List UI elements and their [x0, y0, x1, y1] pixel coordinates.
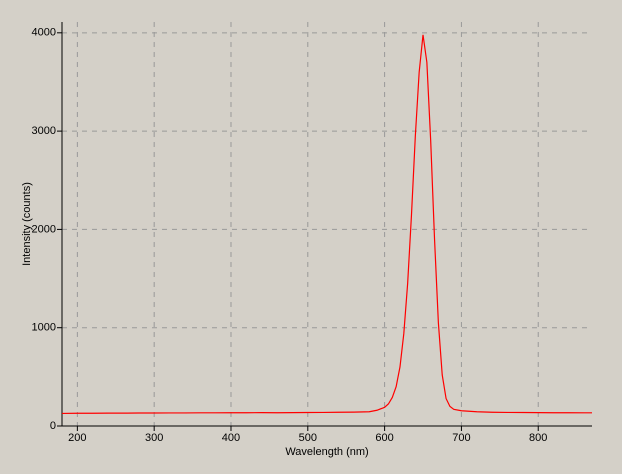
x-tick-label: 700	[452, 432, 470, 444]
x-tick-label: 300	[145, 432, 163, 444]
y-tick-label: 4000	[32, 27, 56, 39]
y-tick-label: 1000	[32, 322, 56, 334]
y-axis-label: Intensity (counts)	[21, 182, 33, 266]
spectrum-line	[61, 34, 592, 415]
x-tick-label: 800	[529, 432, 547, 444]
x-tick-label: 400	[222, 432, 240, 444]
x-tick-label: 500	[299, 432, 317, 444]
x-tick-label: 200	[68, 432, 86, 444]
x-tick-label: 600	[375, 432, 393, 444]
x-axis-label: Wavelength (nm)	[285, 446, 368, 458]
y-tick-label: 2000	[32, 223, 56, 235]
y-tick-label: 3000	[32, 125, 56, 137]
y-tick-label: 0	[50, 420, 56, 432]
